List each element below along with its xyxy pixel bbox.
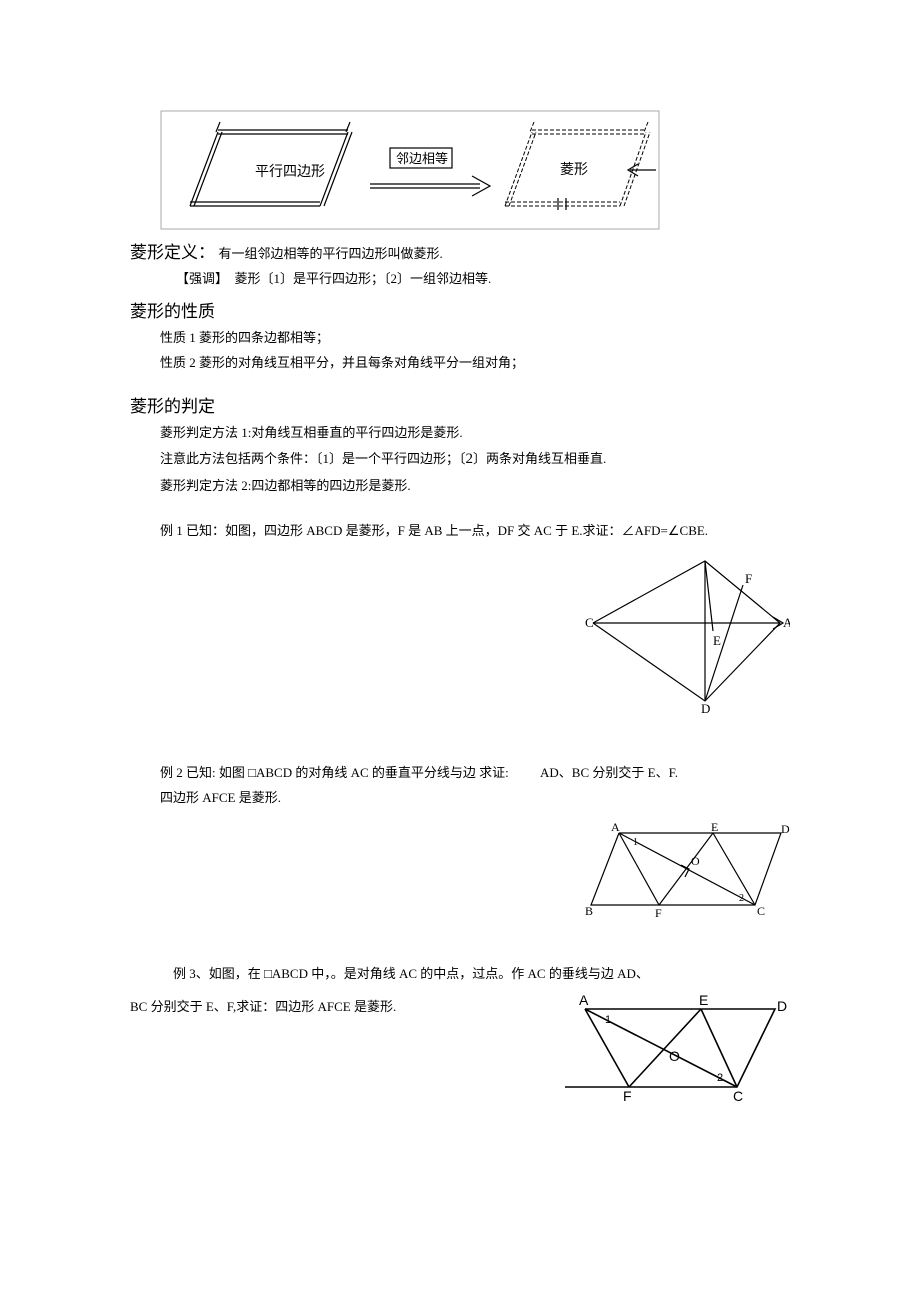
property-2: 性质 2 菱形的对角线互相平分，并且每条对角线平分一组对角； xyxy=(160,351,790,376)
ex3-label-1: 1 xyxy=(605,1014,611,1026)
ex1-label-d: D xyxy=(701,701,710,713)
properties-section: 菱形的性质 性质 1 菱形的四条边都相等； 性质 2 菱形的对角线互相平分，并且… xyxy=(130,297,790,375)
ex3-label-e: E xyxy=(699,995,708,1008)
judgement-title: 菱形的判定 xyxy=(130,392,790,417)
ex3-label-2: 2 xyxy=(717,1072,723,1084)
definition-emphasis: 【强调】 菱形〔1〕是平行四边形；〔2〕一组邻边相等. xyxy=(176,267,790,292)
parallelogram-to-rhombus-figure: 平行四边形 邻边相等 xyxy=(160,110,660,230)
ex1-label-c: C xyxy=(585,615,594,630)
top-diagram: 平行四边形 邻边相等 xyxy=(160,110,790,230)
ex3-label-d: D xyxy=(777,998,787,1014)
ex3-label-c: C xyxy=(733,1088,743,1104)
ex1-label-a: A xyxy=(783,615,790,630)
example-1-figure: C A F E D xyxy=(585,553,790,713)
example-2-text: 例 2 已知: 如图 □ABCD 的对角线 AC 的垂直平分线与边 求证: AD… xyxy=(160,761,790,810)
properties-title: 菱形的性质 xyxy=(130,297,790,322)
example-2-row: 例 2 已知: 如图 □ABCD 的对角线 AC 的垂直平分线与边 求证: AD… xyxy=(130,761,790,810)
example-1-text: 例 1 已知：如图，四边形 ABCD 是菱形，F 是 AB 上一点，DF 交 A… xyxy=(160,519,790,544)
example-3-text-a: 例 3、如图，在 □ABCD 中，。是对角线 AC 的中点，过点。作 AC 的垂… xyxy=(160,961,790,987)
example-2-figure: A D B C E F O 1 2 xyxy=(585,821,790,921)
example-3-row: BC 分别交于 E、F,求证：四边形 AFCE 是菱形. A xyxy=(130,995,790,1105)
document-page: 平行四边形 邻边相等 xyxy=(0,0,920,1165)
example-2-figure-wrap: A D B C E F O 1 2 xyxy=(130,821,790,921)
label-adjacent-equal: 邻边相等 xyxy=(396,151,448,166)
ex2-label-a: A xyxy=(611,821,620,834)
ex2-line1b: AD、BC 分别交于 E、F. xyxy=(540,765,678,780)
ex2-label-f: F xyxy=(655,906,662,920)
ex1-label-e: E xyxy=(713,633,721,648)
ex2-label-d: D xyxy=(781,822,790,836)
label-parallelogram: 平行四边形 xyxy=(255,164,325,180)
ex2-line1a: 例 2 已知: 如图 □ABCD 的对角线 AC 的垂直平分线与边 求证: xyxy=(160,765,509,780)
definition-section: 菱形定义： 有一组邻边相等的平行四边形叫做菱形. 【强调】 菱形〔1〕是平行四边… xyxy=(130,238,790,291)
label-rhombus: 菱形 xyxy=(560,162,588,178)
ex2-label-e: E xyxy=(711,821,718,834)
ex2-label-2: 2 xyxy=(739,893,744,904)
ex3-label-a: A xyxy=(579,995,589,1008)
judgement-2b: 2 xyxy=(466,451,474,467)
ex2-label-c: C xyxy=(757,904,765,918)
property-1: 性质 1 菱形的四条边都相等； xyxy=(160,326,790,351)
ex2-label-o: O xyxy=(691,854,700,868)
ex3-label-f: F xyxy=(623,1088,632,1104)
example-3-text-b: BC 分别交于 E、F,求证：四边形 AFCE 是菱形. xyxy=(130,995,565,1020)
definition-title: 菱形定义： xyxy=(130,243,215,262)
ex2-label-b: B xyxy=(585,904,593,918)
ex2-line2: 四边形 AFCE 是菱形. xyxy=(160,790,281,805)
judgement-1: 菱形判定方法 1:对角线互相垂直的平行四边形是菱形. xyxy=(160,421,790,446)
judgement-2a: 注意此方法包括两个条件：〔1〕是一个平行四边形；〔 xyxy=(160,451,466,466)
ex2-label-1: 1 xyxy=(633,837,638,848)
judgement-2c: 〕两条对角线互相垂直. xyxy=(473,451,606,466)
example-1-figure-wrap: C A F E D xyxy=(130,553,790,713)
example-3-figure-wrap: A D C E F O 1 2 xyxy=(565,995,790,1105)
ex1-label-f: F xyxy=(745,571,752,586)
judgement-section: 菱形的判定 菱形判定方法 1:对角线互相垂直的平行四边形是菱形. 注意此方法包括… xyxy=(130,392,790,499)
example-3-figure: A D C E F O 1 2 xyxy=(565,995,790,1105)
definition-body: 有一组邻边相等的平行四边形叫做菱形. xyxy=(219,246,443,261)
ex3-label-o: O xyxy=(669,1048,680,1064)
judgement-2: 注意此方法包括两个条件：〔1〕是一个平行四边形；〔2〕两条对角线互相垂直. xyxy=(160,445,790,474)
judgement-3: 菱形判定方法 2:四边都相等的四边形是菱形. xyxy=(160,474,790,499)
